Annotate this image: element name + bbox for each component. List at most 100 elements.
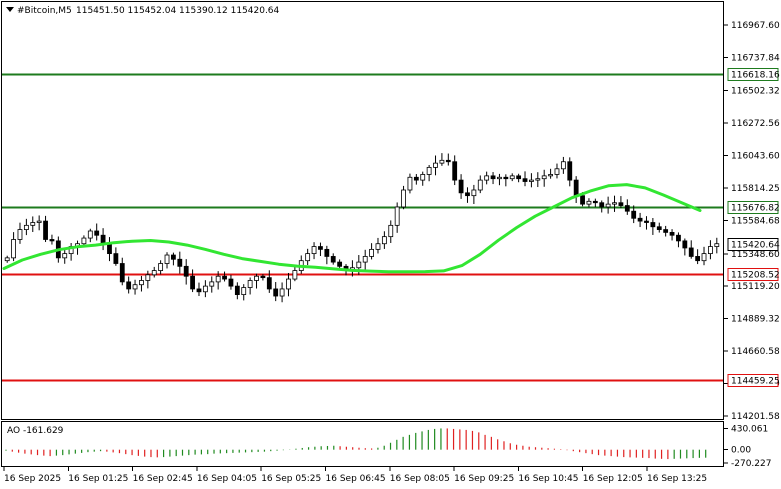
candle-body [43, 220, 48, 240]
candle-body [618, 202, 624, 206]
candle-body [17, 229, 23, 240]
candle-body [420, 174, 426, 181]
level-price-tag [727, 374, 779, 387]
candle-body [292, 270, 298, 280]
price-axis: 116967.60 116737.84 116502.32 116272.56 1160… [724, 21, 780, 422]
symbol-label: #Bitcoin,M5 [17, 6, 72, 16]
candle-body [637, 217, 643, 222]
candle-body [228, 278, 234, 287]
candle-body [644, 220, 649, 223]
price-axis-label: 114889.32 [731, 315, 780, 325]
candle-body [567, 161, 573, 181]
candle-body [573, 179, 579, 197]
candle-body [337, 261, 343, 267]
chart-header: #Bitcoin,M5 115451.50 115452.04 115390.1… [6, 6, 280, 16]
candle-body [30, 222, 36, 226]
price-axis-label: 116043.60 [731, 152, 780, 162]
candle-body [202, 285, 208, 293]
level-price-tag-label: 115208.52 [731, 271, 780, 281]
candle-body [497, 176, 502, 180]
ao-axis-label: 0.00 [731, 446, 751, 456]
candle-body [509, 175, 515, 180]
candle-body [682, 240, 688, 249]
candle-body [362, 256, 368, 263]
candle-body [241, 287, 247, 296]
candle-body [286, 278, 291, 290]
ao-axis-label: 430.061 [731, 424, 768, 434]
price-axis-label: 114201.58 [731, 412, 780, 422]
candle-body [554, 168, 560, 175]
price-axis-label: 115814.25 [731, 184, 780, 194]
candle-body [522, 178, 528, 182]
ao-histogram [5, 428, 707, 460]
time-axis-label: 16 Sep 01:25 [68, 474, 128, 484]
candle-body [624, 205, 630, 212]
candle-body [260, 275, 266, 279]
candle-body [158, 263, 164, 271]
candle-body [266, 277, 272, 290]
candle-body [605, 203, 611, 208]
candle-body [254, 275, 259, 281]
candle-body [688, 247, 694, 257]
time-axis-label: 16 Sep 04:05 [197, 474, 257, 484]
candle-body [305, 253, 311, 262]
candle-body [247, 280, 253, 288]
price-axis-label: 115119.20 [731, 282, 780, 292]
candle-body [183, 265, 189, 277]
candle-body [94, 230, 100, 236]
candle-body [394, 206, 400, 226]
candle-body [126, 281, 132, 290]
price-axis-label: 116737.84 [731, 53, 780, 63]
ao-axis: 430.061 0.00 -270.227 [724, 424, 771, 469]
candle-body [145, 274, 151, 281]
oscillator-plot-frame [1, 421, 724, 467]
candle-body [535, 178, 541, 181]
candle-body [580, 195, 585, 205]
candle-body [631, 210, 637, 219]
candle-body [445, 159, 451, 163]
level-price-tag [727, 201, 779, 214]
candle-body [190, 275, 195, 290]
candle-body [49, 239, 55, 242]
candle-body [516, 175, 522, 180]
candle-body [171, 254, 176, 260]
candle-body [548, 174, 553, 177]
time-axis-label: 16 Sep 10:45 [518, 474, 578, 484]
price-axis-label: 116967.60 [731, 21, 780, 31]
candle-body [196, 288, 202, 293]
candle-body [151, 270, 157, 276]
time-axis-label: 16 Sep 08:05 [390, 474, 450, 484]
price-axis-label: 114660.58 [731, 347, 780, 357]
time-axis-label: 16 Sep 09:25 [454, 474, 514, 484]
candle-body [592, 200, 598, 204]
candle-body [139, 280, 144, 286]
level-price-tag [727, 68, 779, 81]
candle-body [62, 253, 68, 259]
candle-body [113, 253, 119, 264]
time-axis-label: 16 Sep 12:05 [583, 474, 643, 484]
candle-body [273, 288, 279, 297]
moving-average-line [2, 183, 702, 274]
time-axis-label: 16 Sep 2025 [4, 474, 61, 484]
candle-body [311, 246, 317, 255]
candle-body [708, 246, 713, 255]
candle-body [407, 176, 413, 191]
level-price-tags: 116618.16 115676.82 115208.52 114459.25 1154… [727, 68, 780, 387]
level-price-tag-label: 116618.16 [731, 71, 780, 81]
candle-body [11, 239, 16, 259]
candle-body [324, 248, 330, 257]
time-axis-label: 16 Sep 06:45 [326, 474, 386, 484]
candle-body [23, 224, 29, 230]
candle-body [695, 256, 701, 262]
collapse-triangle-icon[interactable] [6, 7, 14, 12]
ao-axis-label: -270.227 [731, 459, 771, 469]
ohlc-readout: 115451.50 115452.04 115390.12 115420.64 [76, 6, 280, 16]
candle-body [119, 263, 125, 283]
current-price-tag [727, 238, 779, 251]
candle-body [381, 236, 387, 245]
price-plot-frame [1, 1, 724, 420]
candle-body [676, 234, 681, 242]
candle-body [714, 243, 720, 247]
